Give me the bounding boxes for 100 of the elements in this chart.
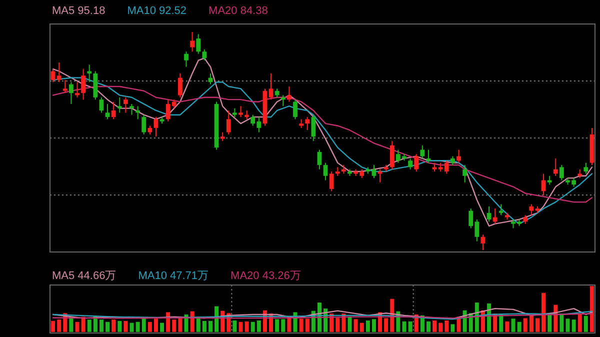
candlestick (414, 154, 419, 172)
bar (57, 320, 62, 332)
candlestick (462, 164, 468, 183)
candlestick (541, 173, 546, 196)
candlestick (559, 164, 564, 181)
bar (51, 320, 56, 332)
bar (360, 322, 364, 332)
candlestick (136, 106, 140, 120)
bar (87, 320, 92, 332)
candlestick (68, 82, 74, 104)
candlestick (196, 34, 201, 54)
candlestick (317, 149, 322, 170)
candlestick (117, 96, 122, 114)
bar (511, 318, 516, 332)
bar (384, 318, 388, 332)
candlestick (87, 64, 92, 83)
candlestick (56, 62, 62, 83)
text: MA5 44.66万 (52, 270, 116, 282)
bar (438, 322, 443, 332)
bar (505, 321, 510, 332)
candlestick (456, 149, 461, 164)
bar (348, 316, 352, 332)
candlestick (286, 86, 292, 102)
bar (529, 315, 534, 332)
bar (244, 321, 249, 332)
candlestick (553, 158, 558, 176)
candlestick (93, 70, 98, 100)
bar (130, 322, 134, 332)
candlestick (420, 144, 425, 159)
bar (517, 322, 522, 332)
text: MA10 92.52 (127, 5, 187, 17)
candlestick (105, 103, 110, 120)
bar (250, 322, 255, 332)
candlestick (154, 116, 158, 138)
candlestick (372, 164, 376, 179)
candlestick (50, 68, 56, 83)
bar (450, 324, 455, 332)
candlestick (584, 162, 588, 174)
candlestick (123, 96, 128, 114)
candlestick (529, 204, 534, 216)
candlestick (408, 158, 413, 170)
candlestick (178, 72, 182, 98)
bar (578, 314, 582, 332)
bar (542, 292, 546, 332)
candlestick (190, 32, 195, 52)
bar (554, 304, 558, 332)
bar (142, 318, 146, 332)
text: MA20 43.26万 (230, 270, 301, 282)
bar (75, 322, 80, 332)
bar (426, 321, 430, 332)
bar (299, 318, 304, 332)
bar (232, 320, 237, 332)
bar (275, 319, 280, 332)
candlestick (75, 82, 80, 98)
candlestick (202, 48, 207, 61)
bar (190, 311, 194, 332)
candlestick (329, 171, 334, 192)
candlestick (226, 110, 231, 135)
bar (535, 318, 540, 332)
bar (366, 320, 370, 332)
candlestick (111, 101, 116, 120)
bar (256, 320, 261, 332)
candlestick (305, 116, 310, 131)
bar (584, 316, 588, 332)
bar (178, 318, 182, 332)
bar (560, 314, 564, 332)
bar (444, 320, 449, 332)
bar (402, 321, 406, 332)
bar (148, 322, 152, 332)
candlestick (280, 94, 286, 107)
bar (208, 320, 212, 332)
candlestick (142, 114, 146, 135)
candlestick (81, 68, 86, 100)
bar (354, 319, 358, 332)
candlestick (390, 140, 394, 170)
text: MA20 84.38 (208, 5, 268, 17)
bar (118, 320, 122, 332)
bar (336, 318, 340, 332)
candlestick (62, 79, 68, 94)
candlestick (293, 99, 298, 120)
bar (408, 321, 412, 332)
text: MA10 47.71万 (138, 270, 209, 282)
bar (523, 318, 528, 332)
candlestick (486, 206, 492, 222)
bar (154, 318, 158, 332)
bar (214, 306, 219, 332)
bar (238, 322, 243, 332)
bar (281, 319, 286, 332)
candlestick (480, 234, 486, 250)
bar (106, 322, 110, 332)
candlestick (492, 208, 498, 224)
text: MA5 95.18 (52, 5, 106, 17)
bar (81, 316, 86, 332)
candlestick (311, 114, 316, 142)
bar (590, 286, 594, 332)
candlestick (184, 51, 188, 68)
bar (160, 322, 164, 332)
bar (432, 320, 437, 332)
candlestick (99, 96, 104, 114)
bar (69, 316, 74, 332)
